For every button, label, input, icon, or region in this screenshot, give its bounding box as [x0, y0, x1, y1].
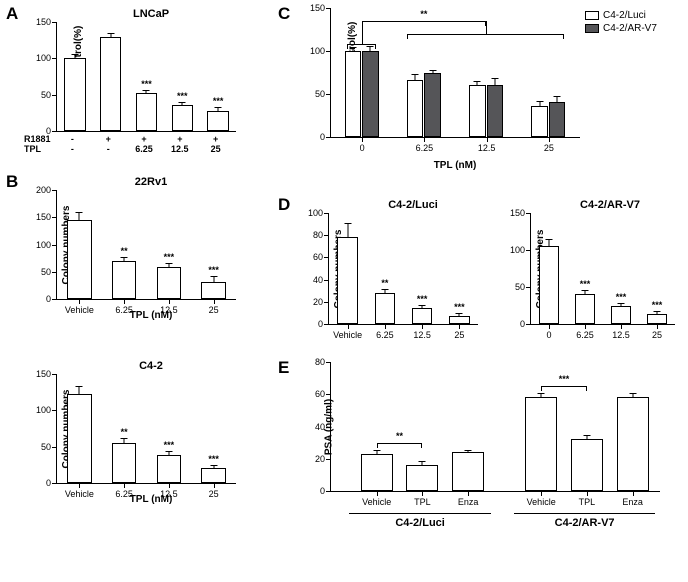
panel-e-label: E: [278, 358, 289, 378]
panel-d-arv7-chart: C4-2/AR-V7 Colony numbers 0501001500***6…: [530, 199, 688, 325]
panel-a-label: A: [6, 4, 18, 24]
panel-b1-xlabel: TPL (nM): [130, 310, 173, 321]
panel-b-22rv1-chart: 22Rv1 Colony numbers 050100150200Vehicle…: [56, 176, 246, 300]
panel-b1-title: 22Rv1: [56, 176, 246, 188]
panel-a-title: LNCaP: [56, 8, 246, 20]
panel-d-label: D: [278, 195, 290, 215]
panel-b2-title: C4-2: [56, 360, 246, 372]
panel-d1-title: C4-2/Luci: [328, 199, 498, 211]
panel-b-label: B: [6, 172, 18, 192]
panel-d-luci-chart: C4-2/Luci Colony numbers 020406080100Veh…: [328, 199, 498, 325]
panel-a-xrows: R1881-++++TPL--6.2512.525: [24, 134, 234, 154]
panel-a-chart: LNCaP Viability of control(%) 050100150*…: [56, 8, 246, 132]
panel-b-c42-chart: C4-2 Colony numbers 050100150Vehicle**6.…: [56, 360, 246, 484]
panel-d2-title: C4-2/AR-V7: [530, 199, 688, 211]
panel-c-legend: C4-2/LuciC4-2/AR-V7: [585, 10, 657, 36]
panel-b2-xlabel: TPL (nM): [130, 494, 173, 505]
panel-c-label: C: [278, 4, 290, 24]
panel-e-chart: PSA (ng/ml) 020406080VehicleTPLEnza**C4-…: [330, 362, 680, 492]
panel-c-xlabel: TPL (nM): [434, 160, 477, 171]
panel-c-chart: Viability of control(%) 05010015006.2512…: [330, 8, 670, 138]
